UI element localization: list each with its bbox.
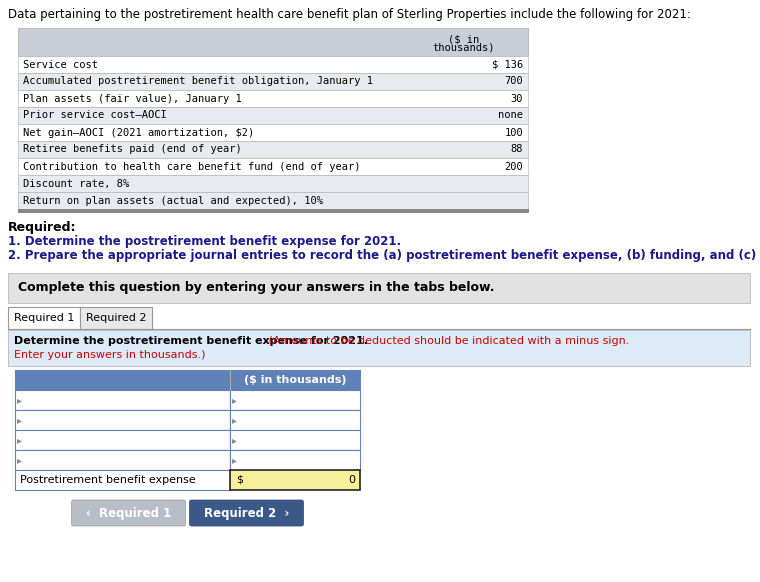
Text: Net gain–AOCI (2021 amortization, $2): Net gain–AOCI (2021 amortization, $2) (23, 127, 255, 137)
Text: ▸: ▸ (17, 455, 22, 465)
Text: Retiree benefits paid (end of year): Retiree benefits paid (end of year) (23, 144, 242, 154)
Bar (18, 28, 528, 56)
Text: 0: 0 (348, 475, 355, 485)
Text: none: none (498, 111, 523, 120)
Text: 200: 200 (504, 161, 523, 172)
Bar (15, 370, 360, 390)
Bar (18, 175, 528, 192)
Text: ‹  Required 1: ‹ Required 1 (86, 506, 171, 520)
Text: ▸: ▸ (17, 435, 22, 445)
Text: ($ in thousands): ($ in thousands) (244, 375, 347, 385)
Bar (8, 273, 750, 303)
Bar (15, 450, 230, 470)
Bar (80, 307, 152, 329)
Text: Complete this question by entering your answers in the tabs below.: Complete this question by entering your … (18, 282, 495, 294)
Bar (15, 470, 230, 490)
Text: ▸: ▸ (232, 435, 237, 445)
Bar (18, 107, 528, 124)
Text: Prior service cost–AOCI: Prior service cost–AOCI (23, 111, 166, 120)
Text: Postretirement benefit expense: Postretirement benefit expense (20, 475, 196, 485)
FancyBboxPatch shape (71, 500, 185, 526)
Bar (230, 430, 360, 450)
Bar (230, 410, 360, 430)
Text: Required 2: Required 2 (86, 313, 146, 323)
Bar (18, 73, 528, 90)
Bar (18, 158, 528, 175)
Text: Plan assets (fair value), January 1: Plan assets (fair value), January 1 (23, 94, 242, 104)
Bar (192, 502, 302, 524)
Text: ▸: ▸ (232, 455, 237, 465)
Text: Enter your answers in thousands.): Enter your answers in thousands.) (14, 350, 205, 360)
Bar (18, 192, 528, 209)
Text: 88: 88 (511, 144, 523, 154)
Text: ▸: ▸ (17, 415, 22, 425)
Text: 700: 700 (504, 76, 523, 87)
Bar (230, 390, 360, 410)
Text: 30: 30 (511, 94, 523, 104)
Text: Data pertaining to the postretirement health care benefit plan of Sterling Prope: Data pertaining to the postretirement he… (8, 8, 691, 21)
Text: Return on plan assets (actual and expected), 10%: Return on plan assets (actual and expect… (23, 196, 323, 205)
Text: Required 1: Required 1 (14, 313, 74, 323)
Text: Determine the postretirement benefit expense for 2021.: Determine the postretirement benefit exp… (14, 336, 368, 346)
Bar (18, 141, 528, 158)
Bar (230, 450, 360, 470)
Bar (8, 307, 80, 329)
Text: ▸: ▸ (232, 395, 237, 405)
Bar (18, 124, 528, 141)
Text: $ 136: $ 136 (492, 59, 523, 69)
Text: Required 2  ›: Required 2 › (204, 506, 290, 520)
Bar (18, 56, 528, 73)
Text: thousands): thousands) (432, 43, 496, 53)
Bar (15, 410, 230, 430)
Bar (74, 502, 183, 524)
Bar (18, 90, 528, 107)
Text: $: $ (236, 475, 243, 485)
Text: ($ in: ($ in (448, 34, 480, 44)
Bar (15, 390, 230, 410)
Text: 2. Prepare the appropriate journal entries to record the (a) postretirement bene: 2. Prepare the appropriate journal entri… (8, 249, 760, 262)
Bar (230, 470, 360, 490)
Text: ▸: ▸ (17, 395, 22, 405)
Text: Required:: Required: (8, 221, 77, 234)
Text: 100: 100 (504, 127, 523, 137)
Bar (8, 330, 750, 366)
Bar (15, 430, 230, 450)
Bar (18, 209, 528, 212)
Text: Discount rate, 8%: Discount rate, 8% (23, 179, 129, 189)
Text: 1. Determine the postretirement benefit expense for 2021.: 1. Determine the postretirement benefit … (8, 235, 401, 248)
FancyBboxPatch shape (189, 500, 303, 526)
Text: Service cost: Service cost (23, 59, 98, 69)
Text: ▸: ▸ (232, 415, 237, 425)
Text: Accumulated postretirement benefit obligation, January 1: Accumulated postretirement benefit oblig… (23, 76, 373, 87)
Text: (Amounts to be deducted should be indicated with a minus sign.: (Amounts to be deducted should be indica… (264, 336, 629, 346)
Text: Contribution to health care benefit fund (end of year): Contribution to health care benefit fund… (23, 161, 360, 172)
